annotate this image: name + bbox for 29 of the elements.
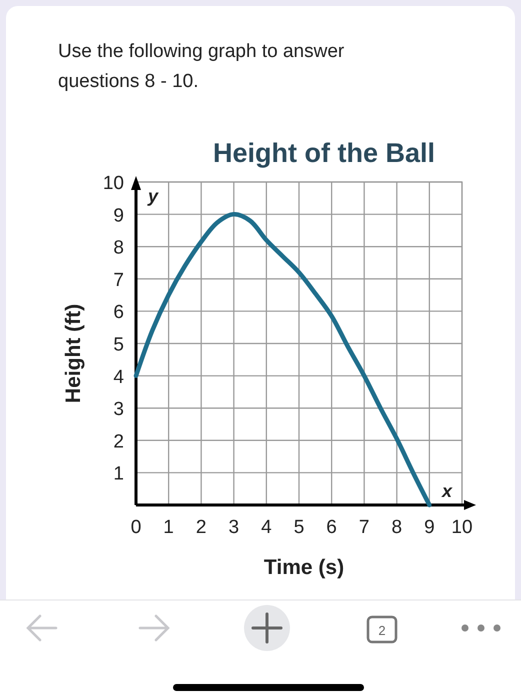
y-tick-label: 1	[113, 464, 124, 485]
annotation: x	[441, 481, 453, 501]
y-tick-label: 8	[113, 238, 124, 259]
y-tick-label: 5	[113, 334, 124, 356]
x-tick-label: 9	[424, 517, 435, 538]
y-tick-label: 7	[113, 270, 124, 291]
x-axis-title: Time (s)	[264, 556, 344, 579]
x-tick-label: 2	[196, 517, 206, 538]
y-tick-label: 4	[113, 366, 124, 388]
x-tick-label: 1	[163, 517, 174, 538]
annotation: y	[147, 186, 159, 206]
y-tick-label: 2	[113, 431, 124, 452]
x-tick-label: 0	[130, 517, 142, 538]
x-tick-label: 3	[228, 517, 240, 538]
x-tick-label: 5	[294, 517, 304, 538]
x-tick-label: 4	[261, 517, 272, 538]
x-tick-label: 6	[326, 517, 337, 538]
chart-title: Height of the Ball	[213, 138, 435, 168]
y-axis-title: Height (ft)	[62, 304, 85, 404]
y-tick-label: 9	[113, 205, 124, 226]
text: Use the following graph to answer questions 8 - 10.	[58, 41, 345, 92]
x-tick-label: 10	[451, 517, 473, 538]
x-tick-label: 7	[358, 517, 370, 538]
line-series	[134, 212, 432, 508]
y-tick-label: 10	[102, 173, 124, 194]
x-tick-label: 8	[392, 517, 402, 538]
y-tick-label: 3	[113, 399, 124, 420]
text: 2	[378, 623, 386, 638]
y-tick-label: 6	[113, 302, 124, 324]
